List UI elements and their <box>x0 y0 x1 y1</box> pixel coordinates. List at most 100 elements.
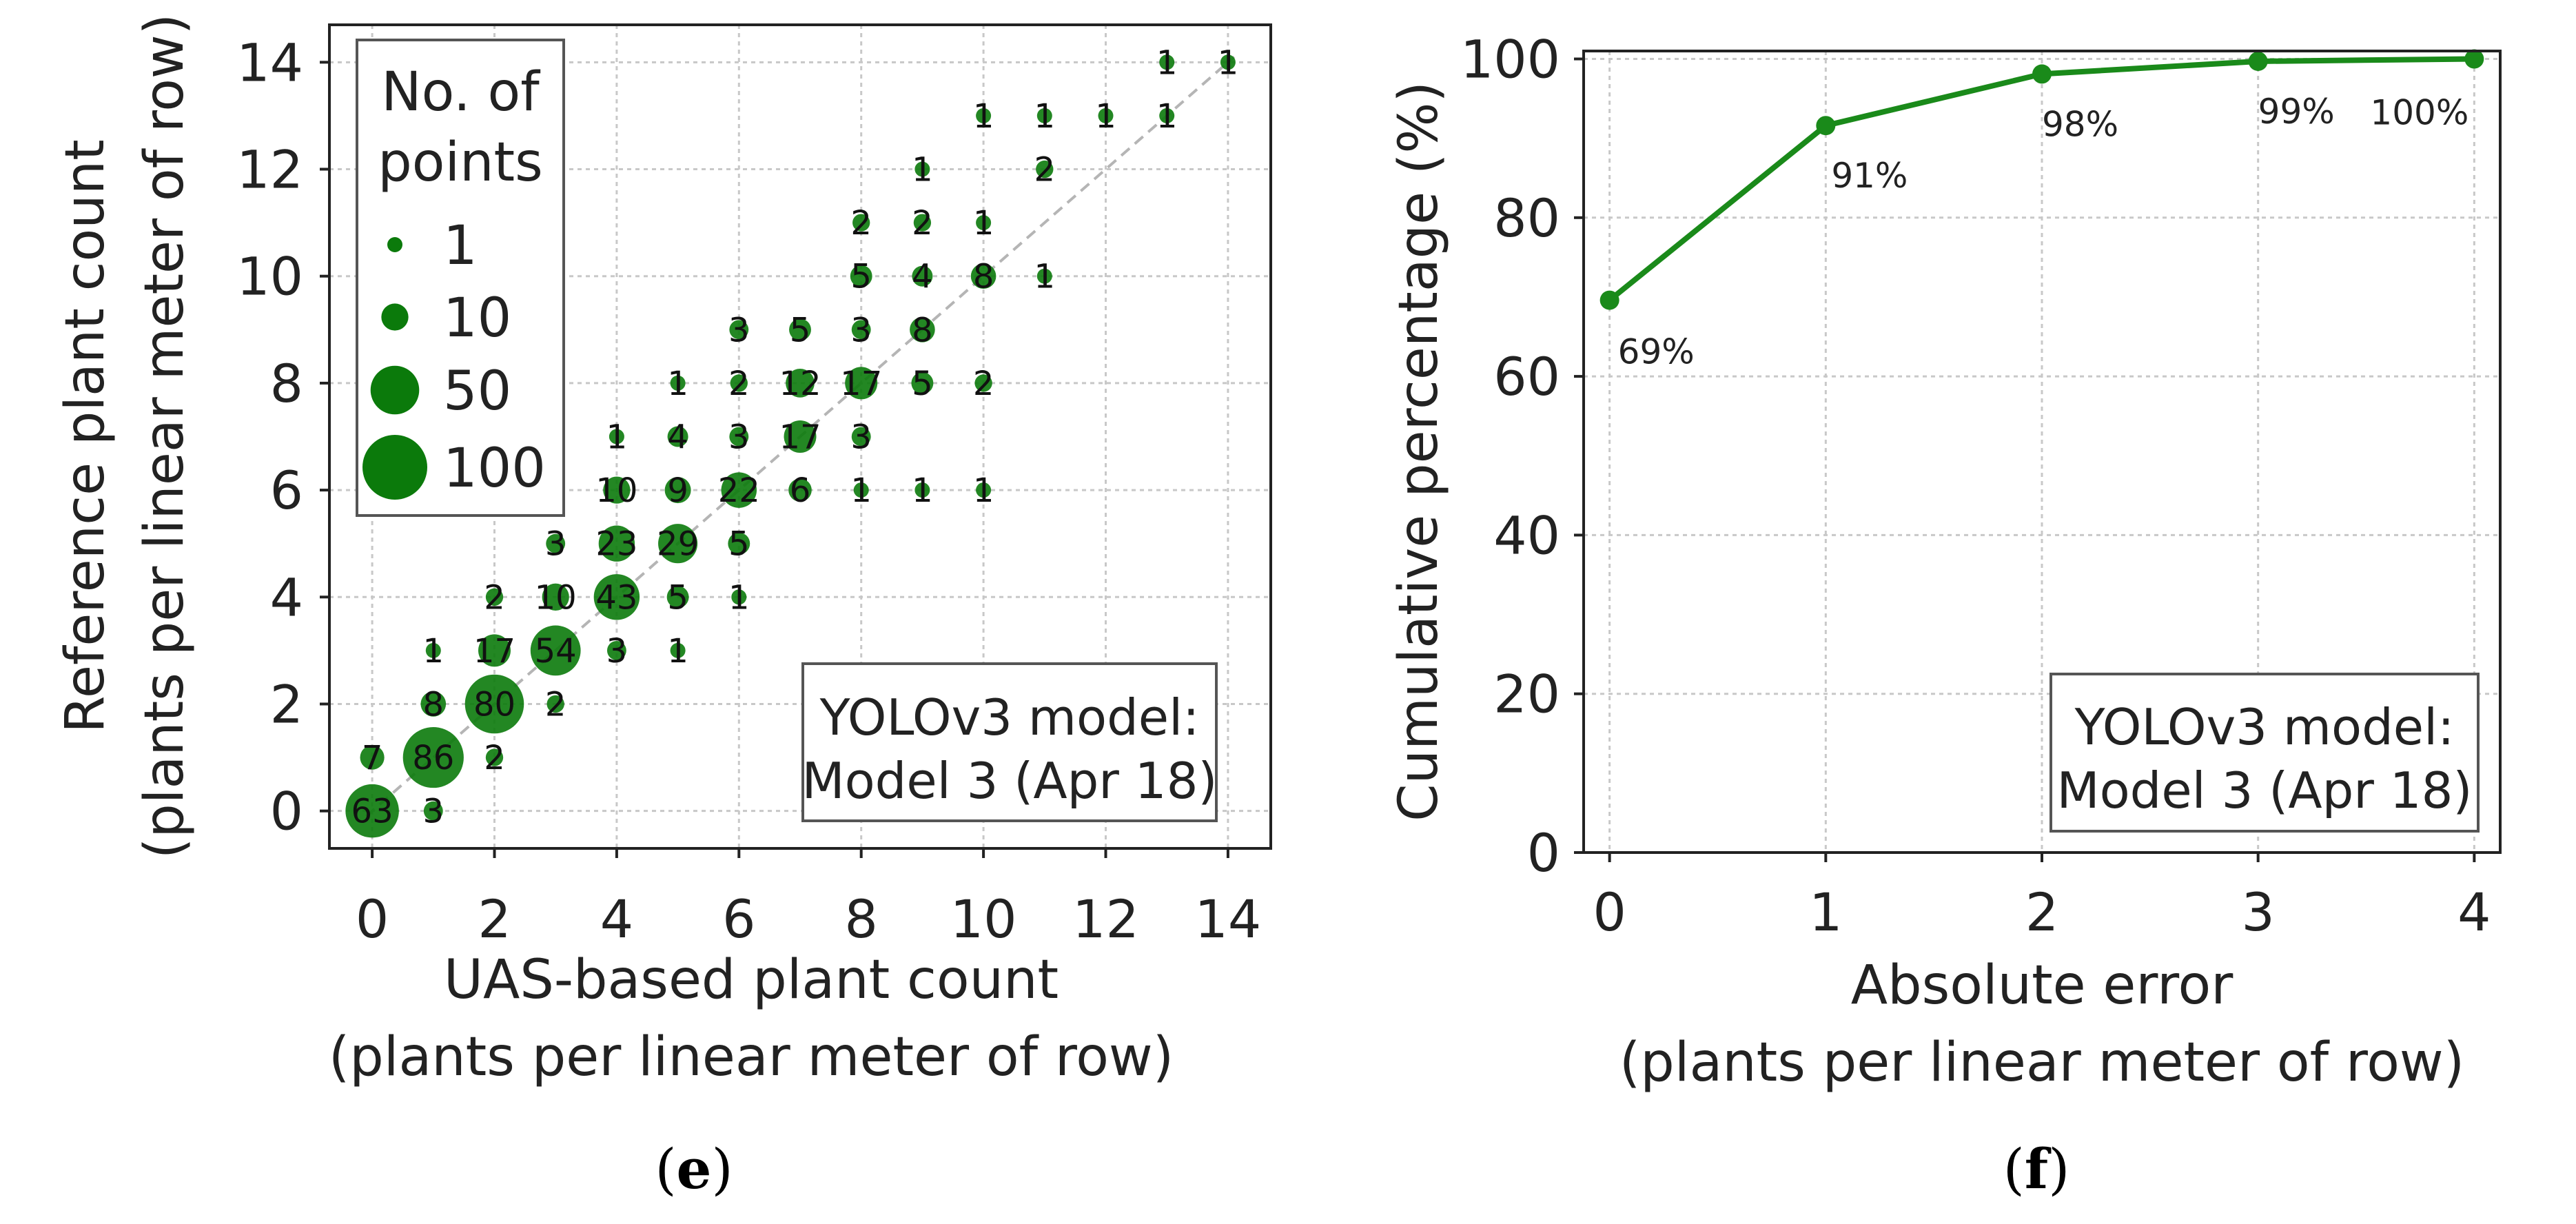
f-point-1 <box>1816 116 1836 136</box>
e-point-label-1-2: 8 <box>423 685 444 724</box>
e-ytick-label-14: 14 <box>236 32 303 93</box>
e-point-label-11-12: 2 <box>1034 151 1056 190</box>
e-point-7-8 <box>786 369 815 398</box>
f-xlabel-line2: (plants per linear meter of row) <box>1619 1032 2464 1094</box>
e-xtick-label-14: 14 <box>1195 888 1262 950</box>
e-legend-marker-50 <box>370 365 420 415</box>
e-gridlines <box>320 25 1271 858</box>
e-ylabel-line2: (plants per linear meter of row) <box>134 14 196 859</box>
e-point-label-2-2: 80 <box>473 685 515 724</box>
e-point-label-4-3: 3 <box>606 632 628 671</box>
e-point-2-4 <box>485 588 504 606</box>
e-point-label-9-9: 8 <box>912 311 933 349</box>
e-point-label-5-8: 1 <box>667 365 688 403</box>
e-point-label-6-4: 1 <box>728 578 750 617</box>
e-point-6-8 <box>730 374 748 392</box>
e-point-label-5-5: 29 <box>657 525 699 564</box>
e-point-label-10-11: 1 <box>973 204 994 243</box>
e-point-label-4-6: 10 <box>595 471 637 510</box>
e-point-9-9 <box>910 316 935 343</box>
f-annotation-line2: Model 3 (Apr 18) <box>2057 762 2473 819</box>
f-ytick-label-60: 60 <box>1493 346 1560 407</box>
e-point-label-1-1: 86 <box>412 739 454 777</box>
e-point-label-3-2: 2 <box>545 685 566 724</box>
e-point-1-3 <box>425 642 441 658</box>
e-point-6-6 <box>721 472 757 508</box>
e-point-9-6 <box>914 482 930 498</box>
e-point-label-7-6: 6 <box>790 471 811 510</box>
e-point-8-11 <box>852 214 870 232</box>
e-ytick-label-0: 0 <box>270 781 303 842</box>
e-point-3-3 <box>530 625 581 676</box>
e-legend-marker-1 <box>387 237 402 252</box>
f-ytick-label-20: 20 <box>1493 664 1560 725</box>
e-point-4-3 <box>606 640 626 660</box>
e-point-label-6-5: 5 <box>728 525 750 564</box>
e-xtick-label-12: 12 <box>1072 888 1139 950</box>
e-point-label-8-11: 2 <box>850 204 872 243</box>
e-point-14-14 <box>1220 54 1236 70</box>
e-point-2-1 <box>485 748 504 766</box>
e-legend-marker-10 <box>381 303 409 331</box>
f-xtick-label-0: 0 <box>1593 881 1626 943</box>
f-y-tick-labels: 0 20 40 60 80 100 <box>1460 29 1560 884</box>
e-point-10-8 <box>974 374 992 392</box>
e-point-label-10-10: 8 <box>973 258 994 296</box>
f-panel-label: (f) <box>2003 1136 2070 1201</box>
e-point-5-7 <box>667 426 688 447</box>
e-point-7-9 <box>789 318 811 341</box>
f-point-0 <box>1599 290 1619 310</box>
e-point-label-8-9: 3 <box>850 311 872 349</box>
e-point-label-13-14: 1 <box>1156 43 1178 82</box>
e-point-8-8 <box>845 367 878 400</box>
e-point-label-10-6: 1 <box>973 471 994 510</box>
e-point-label-8-10: 5 <box>850 258 872 296</box>
e-point-10-6 <box>976 482 992 498</box>
e-point-label-4-5: 23 <box>595 525 637 564</box>
e-point-label-8-7: 3 <box>850 418 872 457</box>
e-point-label-13-13: 1 <box>1156 97 1178 136</box>
e-point-label-3-5: 3 <box>545 525 566 564</box>
e-point-label-10-8: 2 <box>973 365 994 403</box>
e-legend-label-10: 10 <box>443 287 511 349</box>
e-point-11-10 <box>1036 268 1052 284</box>
e-point-1-0 <box>423 801 443 821</box>
e-xtick-label-4: 4 <box>600 888 633 950</box>
f-xtick-label-4: 4 <box>2457 881 2491 943</box>
f-annotation-box <box>2049 673 2480 833</box>
e-point-2-2 <box>464 674 524 734</box>
f-x-tick-labels: 0 1 2 3 4 <box>1593 881 2491 943</box>
e-point-1-2 <box>420 691 447 717</box>
e-point-9-10 <box>912 265 933 287</box>
e-point-7-7 <box>784 420 817 453</box>
f-ytick-label-0: 0 <box>1527 822 1560 884</box>
e-ytick-label-6: 6 <box>270 460 303 521</box>
e-legend-marker-100 <box>362 435 427 500</box>
e-xtick-label-6: 6 <box>722 888 755 950</box>
e-point-label-6-8: 2 <box>728 365 750 403</box>
e-point-label-10-13: 1 <box>973 97 994 136</box>
e-point-9-8 <box>911 371 934 394</box>
e-model-annotation: YOLOv3 model: Model 3 (Apr 18) <box>801 662 1218 822</box>
e-point-label-7-9: 5 <box>790 311 811 349</box>
e-markers <box>345 54 1236 838</box>
e-point-13-14 <box>1159 54 1175 70</box>
panel-f-line: 69% 91% 98% 99% 100% 0 1 2 3 4 0 20 40 60 80 100 Abso… <box>1388 29 2502 1201</box>
f-xtick-label-2: 2 <box>2025 881 2058 943</box>
f-point-2 <box>2032 64 2052 84</box>
e-legend-title-line1: No. of <box>381 61 540 123</box>
e-point-label-5-6: 9 <box>667 471 688 510</box>
e-point-6-7 <box>729 427 749 447</box>
e-point-6-5 <box>728 532 750 555</box>
e-point-5-5 <box>658 524 698 564</box>
e-point-label-2-3: 17 <box>473 632 515 671</box>
e-xlabel-line2: (plants per linear meter of row) <box>329 1026 1174 1088</box>
e-point-label-4-7: 1 <box>606 418 628 457</box>
e-point-10-13 <box>976 108 992 123</box>
e-point-3-5 <box>546 533 566 553</box>
e-annotation-line1: YOLOv3 model: <box>819 688 1200 746</box>
f-plot-frame <box>1582 50 2502 854</box>
e-plot-frame <box>328 23 1272 850</box>
e-point-label-9-6: 1 <box>912 471 933 510</box>
e-point-5-4 <box>666 586 689 609</box>
